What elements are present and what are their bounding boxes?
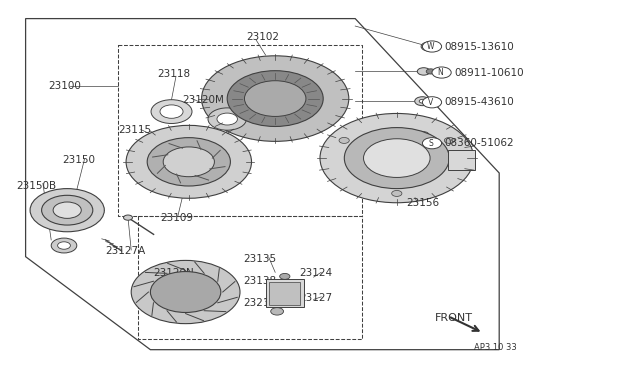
Text: W: W: [427, 42, 435, 51]
Ellipse shape: [244, 81, 306, 116]
Bar: [266, 279, 304, 307]
Text: 23150: 23150: [62, 155, 95, 165]
Circle shape: [160, 105, 183, 118]
Circle shape: [422, 97, 442, 108]
Text: 23102: 23102: [246, 32, 280, 42]
Ellipse shape: [43, 196, 92, 224]
Circle shape: [124, 215, 132, 220]
Circle shape: [422, 41, 442, 52]
Circle shape: [251, 84, 300, 113]
Ellipse shape: [42, 195, 93, 225]
Bar: [269, 282, 300, 305]
Text: 23135: 23135: [243, 254, 276, 263]
Ellipse shape: [30, 189, 104, 232]
Circle shape: [208, 108, 246, 130]
Text: 23138: 23138: [243, 276, 276, 286]
Ellipse shape: [150, 272, 221, 312]
Text: 23156: 23156: [406, 198, 440, 208]
Circle shape: [217, 113, 237, 125]
Circle shape: [419, 132, 429, 138]
Text: 08915-43610: 08915-43610: [445, 97, 515, 107]
Text: N: N: [438, 68, 443, 77]
Circle shape: [376, 146, 417, 170]
Circle shape: [280, 273, 290, 279]
Text: S: S: [428, 139, 433, 148]
Text: 23127A: 23127A: [106, 246, 146, 256]
Ellipse shape: [163, 147, 214, 177]
Circle shape: [366, 140, 428, 176]
Text: 08911-10610: 08911-10610: [454, 68, 524, 77]
Text: 23127: 23127: [300, 293, 333, 302]
Circle shape: [417, 68, 430, 75]
Text: V: V: [428, 98, 433, 107]
Text: 23120N: 23120N: [154, 269, 195, 278]
Text: 23215: 23215: [243, 298, 276, 308]
Circle shape: [422, 138, 442, 149]
Text: 23109: 23109: [160, 213, 193, 222]
Circle shape: [172, 284, 200, 300]
Text: 23115: 23115: [118, 125, 152, 135]
Text: 23118: 23118: [157, 70, 190, 79]
Circle shape: [51, 238, 77, 253]
Bar: [448, 150, 475, 170]
Circle shape: [425, 44, 433, 49]
Circle shape: [444, 138, 454, 144]
Circle shape: [392, 190, 402, 196]
Ellipse shape: [147, 138, 230, 186]
Circle shape: [151, 100, 192, 124]
Circle shape: [426, 69, 435, 74]
Ellipse shape: [229, 72, 321, 125]
Circle shape: [339, 138, 349, 144]
Circle shape: [58, 242, 70, 249]
Circle shape: [271, 308, 284, 315]
Text: 23124: 23124: [300, 269, 333, 278]
Ellipse shape: [53, 202, 81, 218]
Text: 23100: 23100: [48, 81, 81, 90]
Ellipse shape: [364, 139, 430, 177]
Circle shape: [419, 99, 426, 103]
Ellipse shape: [149, 139, 228, 185]
Ellipse shape: [126, 125, 252, 198]
Ellipse shape: [227, 71, 323, 126]
Ellipse shape: [202, 56, 349, 141]
Circle shape: [421, 42, 436, 51]
Circle shape: [57, 204, 77, 216]
Circle shape: [432, 67, 451, 78]
Text: 08915-13610: 08915-13610: [445, 42, 515, 51]
Text: 23120M: 23120M: [182, 96, 224, 105]
Ellipse shape: [344, 128, 449, 189]
Text: AP3 10 33: AP3 10 33: [474, 343, 516, 352]
Text: 08360-51062: 08360-51062: [445, 138, 515, 148]
Ellipse shape: [346, 128, 448, 188]
Ellipse shape: [320, 113, 474, 203]
Ellipse shape: [131, 260, 240, 324]
Circle shape: [415, 97, 430, 106]
Text: FRONT: FRONT: [435, 313, 473, 323]
Text: 23150B: 23150B: [16, 181, 56, 191]
Circle shape: [170, 151, 208, 173]
Circle shape: [160, 277, 211, 307]
